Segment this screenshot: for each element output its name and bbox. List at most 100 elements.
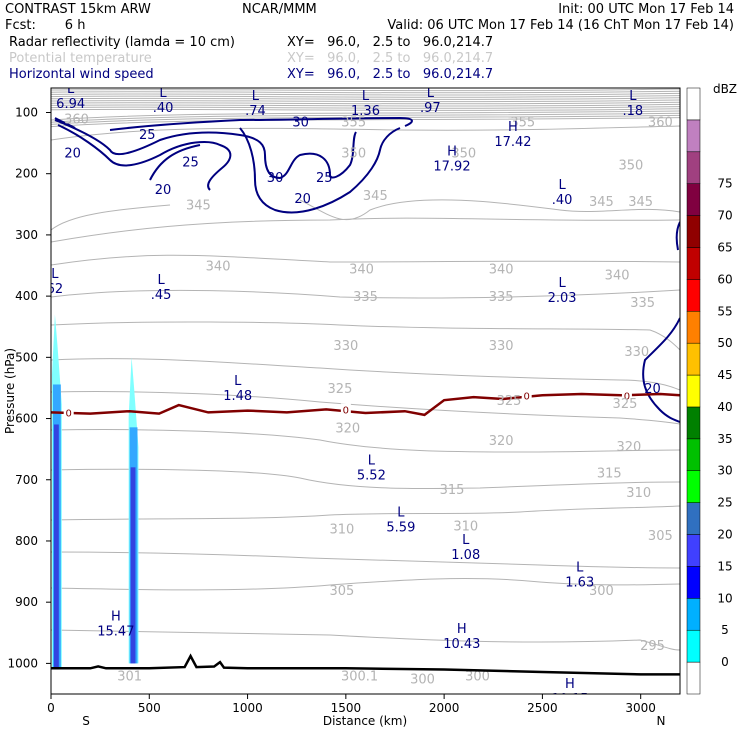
x-axis-end-label-north: N — [657, 714, 666, 728]
extremum-value: .45 — [151, 288, 172, 303]
stratosphere-isentrope — [51, 112, 680, 123]
extremum-value: 1.08 — [451, 548, 480, 563]
colorbar-swatch — [686, 247, 701, 280]
x-tick-label: 0 — [47, 701, 55, 715]
colorbar-level-label: 40 — [717, 400, 732, 414]
x-axis-title: Distance (km) — [323, 714, 407, 728]
field2-name: Potential temperature — [9, 51, 152, 66]
wind-contour-labels: 30 25 20 25 30 25 20 20 20 — [64, 116, 660, 397]
extremum-value: 17.92 — [433, 159, 470, 174]
y-tick-label: 300 — [15, 228, 38, 242]
colorbar-swatch — [686, 342, 701, 376]
colorbar-level-label: 75 — [717, 177, 732, 191]
colorbar-swatch — [686, 598, 701, 631]
y-axis: 100 200 300 400 500 600 700 800 900 1000 — [7, 105, 51, 670]
isentrope-label: 345 — [589, 195, 614, 210]
colorbar-level-label: 20 — [717, 528, 732, 542]
isentrope-label: 301 — [117, 670, 142, 685]
header-init: Init: 00 UTC Mon 17 Feb 14 — [558, 2, 734, 17]
isentrope-label: 320 — [335, 422, 360, 437]
low-marker: L — [157, 273, 165, 288]
isentrope-label: 325 — [328, 382, 353, 397]
stratosphere-isentrope — [51, 97, 680, 100]
stratosphere-isentrope — [51, 92, 680, 96]
colorbar-level-label: 55 — [717, 304, 732, 318]
isentrope-label: 330 — [624, 345, 649, 360]
isentrope-label: 300.1 — [341, 670, 378, 685]
colorbar-level-label: 15 — [717, 559, 732, 573]
stratosphere-isentrope — [51, 114, 680, 125]
colorbar-swatch — [686, 629, 701, 663]
low-marker: L — [576, 561, 584, 576]
isentrope-label: 315 — [597, 466, 622, 481]
extremum-value: 1.48 — [223, 389, 252, 404]
isentrope-label: 360 — [64, 113, 89, 128]
x-tick-label: 500 — [138, 701, 161, 715]
field1-xy: XY= 96.0, 2.5 to 96.0,214.7 — [287, 35, 493, 50]
field3-xy: XY= 96.0, 2.5 to 96.0,214.7 — [287, 67, 493, 82]
low-marker: L — [234, 374, 242, 389]
low-marker: L — [427, 86, 435, 101]
low-marker: L — [67, 82, 75, 97]
wind-contour-label: 20 — [155, 183, 172, 198]
colorbar-swatch — [686, 470, 701, 503]
low-marker: L — [462, 533, 470, 548]
colorbar-swatch — [686, 374, 701, 408]
freezing-label-bg — [340, 403, 351, 415]
isentrope-label: 300 — [465, 670, 490, 685]
low-marker: L — [368, 453, 376, 468]
isentrope-label: 310 — [453, 520, 478, 535]
stratosphere-isentrope — [51, 95, 680, 98]
y-axis-title: Pressure (hPa) — [3, 348, 17, 434]
isentrope-label: 325 — [613, 397, 638, 412]
extremum-value: .97 — [420, 101, 441, 116]
extremum-value: .40 — [153, 101, 174, 116]
isentrope-label: 310 — [329, 523, 354, 538]
isentrope-label: 335 — [630, 296, 655, 311]
extremum-value: 17.42 — [494, 135, 531, 150]
isentrope-label: 295 — [640, 639, 665, 654]
low-marker: L — [558, 178, 566, 193]
extremum-value: 1.63 — [565, 576, 594, 591]
wind-speed-contours — [54, 116, 680, 423]
wind-contour-label: 25 — [182, 155, 199, 170]
stratosphere-isentrope — [51, 99, 680, 103]
freezing-label-bg — [63, 406, 74, 418]
isentrope-label: 345 — [628, 195, 653, 210]
low-marker: L — [51, 267, 59, 282]
isentrope-label: 330 — [333, 339, 358, 354]
extremum-value: 6.94 — [56, 97, 85, 112]
low-marker: L — [397, 505, 405, 520]
extremum-value: 15.47 — [97, 625, 134, 640]
isentrope-label: 325 — [497, 394, 522, 409]
reflectivity-colorbar: 0 5 10 15 20 25 30 35 40 45 50 55 60 65 70 75 dBZ — [686, 82, 737, 695]
colorbar-level-label: 65 — [717, 240, 732, 254]
isentrope-label: 300 — [410, 673, 435, 688]
wind-contour-label: 25 — [139, 128, 156, 143]
extremum-value: 5.59 — [386, 520, 415, 535]
x-axis: 0 500 1000 1500 2000 2500 3000 — [47, 694, 656, 715]
low-marker: L — [558, 276, 566, 291]
field3-name: Horizontal wind speed — [9, 67, 154, 82]
extremum-value: 5.52 — [357, 468, 386, 483]
freezing-label-bg — [621, 389, 632, 401]
stratosphere-isentrope — [51, 110, 680, 121]
stratosphere-isentrope — [51, 103, 680, 107]
isentrope-label: 305 — [329, 584, 354, 599]
colorbar-swatch — [686, 279, 701, 312]
y-tick-label: 400 — [15, 289, 38, 303]
wind-contour-label: 25 — [316, 171, 333, 186]
extremum-value: .74 — [245, 104, 266, 119]
isentrope-label: 320 — [489, 434, 514, 449]
reflectivity-core — [53, 424, 59, 670]
colorbar-title: dBZ — [713, 82, 737, 96]
y-tick-label: 700 — [15, 473, 38, 487]
x-tick-label: 1000 — [232, 701, 263, 715]
isentrope-label: 300 — [589, 584, 614, 599]
isentrope-label: 350 — [451, 146, 476, 161]
colorbar-level-label: 50 — [717, 336, 732, 350]
isentrope-label: 305 — [648, 529, 673, 544]
stratosphere-isentrope — [51, 108, 680, 111]
wind-contour-label: 30 — [292, 116, 309, 131]
